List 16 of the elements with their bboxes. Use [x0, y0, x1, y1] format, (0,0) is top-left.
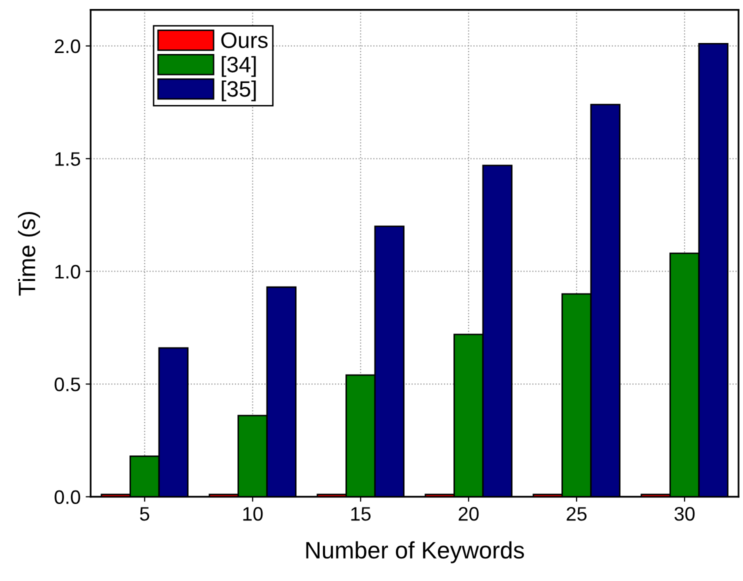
y-tick-label: 1.0 [55, 264, 80, 279]
y-tick-label: 0.5 [54, 378, 80, 392]
x-tick-label: 20 [458, 506, 479, 521]
y-tick-label: 1.5 [55, 152, 80, 166]
x-tick-label: 10 [243, 506, 263, 521]
legend-label: [34] [222, 56, 256, 77]
y-axis-title: Time (s) [18, 212, 40, 296]
y-tick-label: 2.0 [54, 39, 80, 54]
x-tick-label: 5 [140, 507, 150, 521]
x-axis-title: Number of Keywords [306, 541, 524, 564]
x-tick-label: 25 [566, 506, 587, 521]
legend-label: Ours [221, 32, 268, 48]
legend-label: [35] [222, 80, 256, 102]
x-tick-label: 30 [674, 506, 695, 521]
x-tick-label: 15 [351, 507, 371, 521]
y-tick-label: 0.0 [54, 490, 80, 504]
